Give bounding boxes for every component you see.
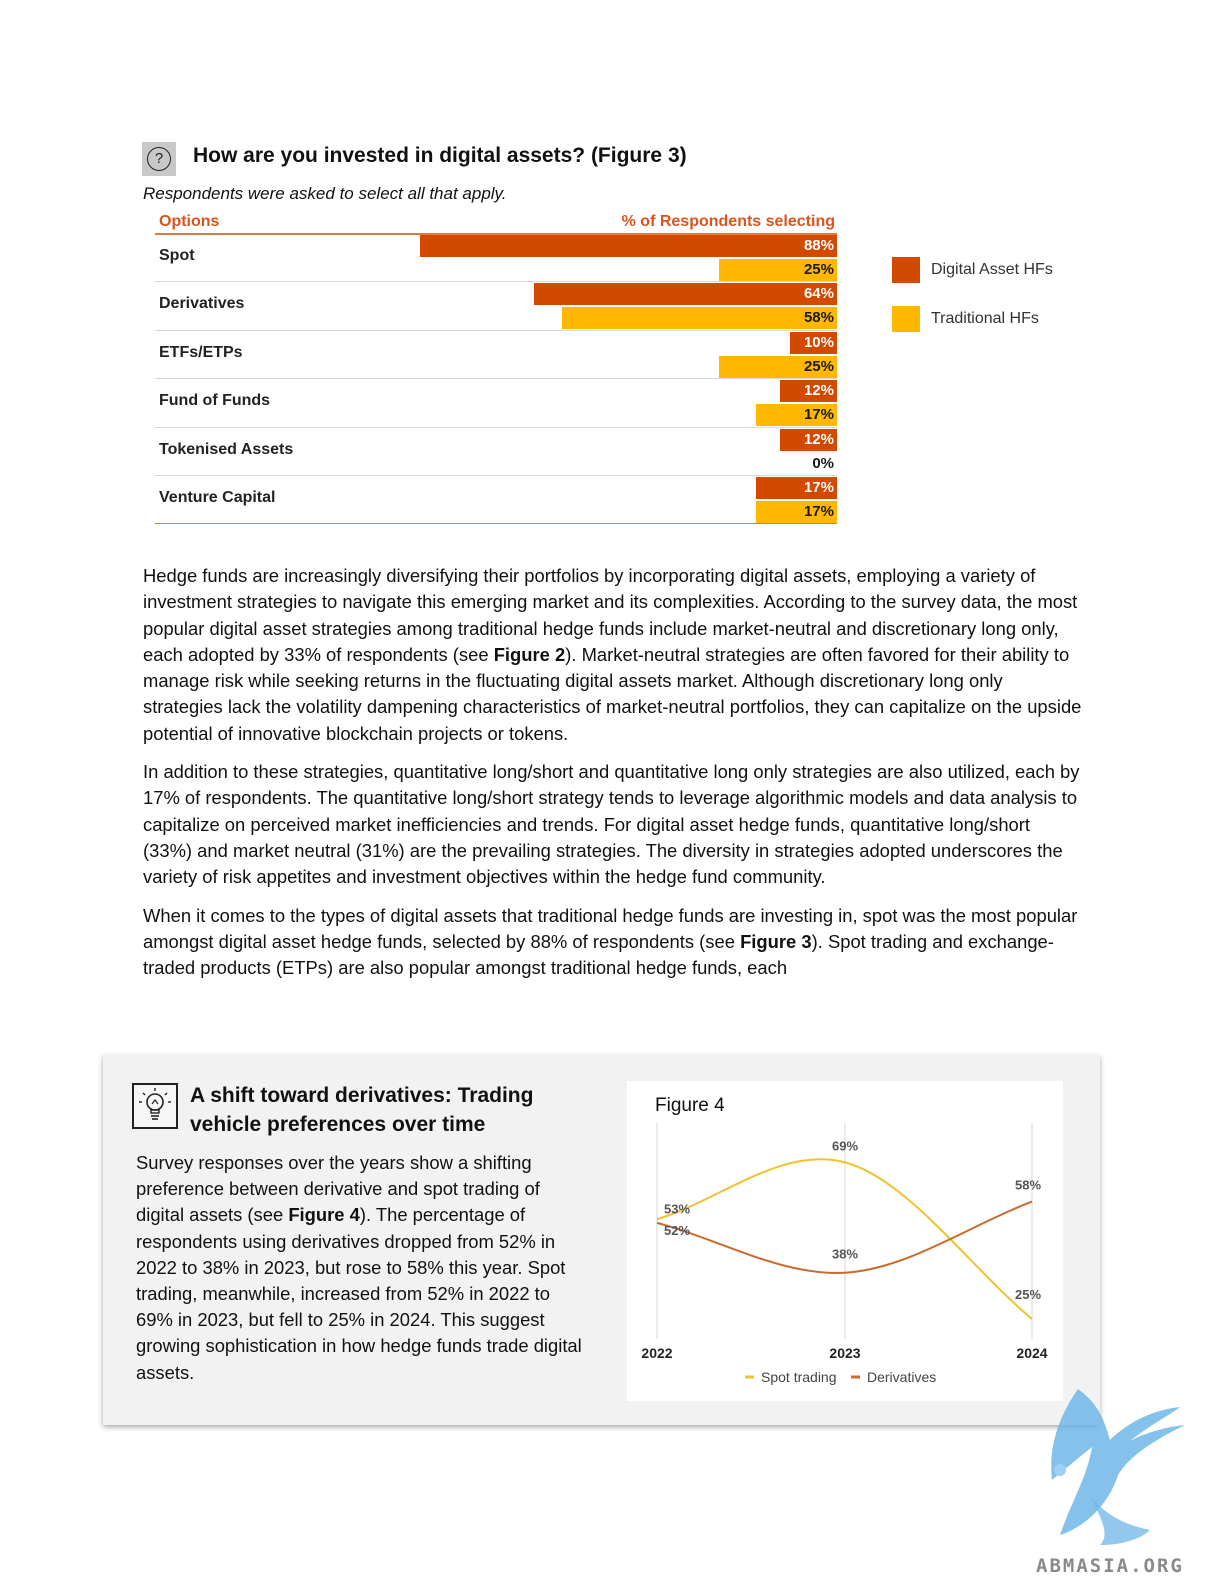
figure3-bar-chart: Options % of Respondents selecting Spot 8…	[155, 210, 837, 526]
x-tick-label: 2022	[641, 1345, 672, 1361]
row-label: ETFs/ETPs	[159, 343, 243, 361]
bar-traditional	[562, 307, 837, 330]
percent-column-header: % of Respondents selecting	[621, 213, 835, 230]
bar-value-label: 58%	[803, 309, 834, 327]
row-separator	[155, 329, 837, 331]
callout-title: A shift toward derivatives: Trading vehi…	[190, 1084, 534, 1136]
bar-traditional	[718, 259, 837, 281]
bar-digital	[789, 331, 837, 354]
watermark-text: ABMASIA.ORG	[1036, 1555, 1184, 1577]
bar-digital	[533, 283, 837, 306]
figure4-title: Figure 4	[655, 1095, 725, 1116]
row-separator	[155, 523, 837, 525]
paragraph-1-text-b: ). Market-neutral strategies are often f…	[143, 643, 1082, 744]
paragraph-1: Hedge funds are increasingly diversifyin…	[143, 563, 1083, 747]
row-separator	[155, 378, 837, 380]
legend-label-digital: Digital Asset HFs	[931, 261, 1053, 278]
callout-text-b: ). The percentage of respondents using d…	[136, 1204, 582, 1383]
bar-digital	[756, 477, 837, 499]
row-separator	[155, 475, 837, 476]
legend-label-spot: Spot trading	[761, 1369, 837, 1385]
figure3-reference: Figure 3	[740, 930, 812, 952]
figure3-title: How are you invested in digital assets? …	[193, 144, 687, 167]
legend-label-derivatives: Derivatives	[867, 1369, 936, 1385]
series-line-derivatives	[656, 1200, 1033, 1274]
row-label: Tokenised Assets	[159, 440, 294, 458]
bar-value-label: 12%	[803, 382, 834, 400]
bar-value-label: 10%	[803, 333, 834, 351]
data-label: 25%	[1015, 1287, 1041, 1302]
x-tick-label: 2024	[1016, 1345, 1047, 1361]
row-label: Derivatives	[159, 295, 245, 313]
header-rule	[155, 233, 837, 235]
bar-value-label: 17%	[803, 406, 834, 424]
legend-swatch-traditional	[892, 306, 920, 332]
bar-value-label: 88%	[803, 237, 834, 254]
paragraph-2: In addition to these strategies, quantit…	[143, 761, 1080, 888]
figure4-panel: 53% 69% 25% 52% 38% 58% 2022 2023 2024 Spot tradi…	[627, 1081, 1063, 1401]
bar-traditional	[756, 404, 837, 427]
data-label: 69%	[832, 1138, 858, 1153]
callout-box: A shift toward derivatives: Trading vehi…	[103, 1055, 1100, 1425]
data-label: 38%	[832, 1247, 858, 1262]
bar-traditional	[756, 501, 837, 523]
bar-value-label: 0%	[812, 454, 834, 472]
row-label: Fund of Funds	[159, 392, 271, 410]
figure3-note: Respondents were asked to select all tha…	[143, 184, 507, 203]
x-tick-label: 2023	[829, 1345, 860, 1361]
bar-value-label: 25%	[803, 357, 834, 375]
options-column-header: Options	[159, 213, 220, 230]
callout-text: Survey responses over the years show a s…	[136, 1150, 586, 1386]
data-label: 52%	[664, 1223, 690, 1238]
paragraph-3: When it comes to the types of digital as…	[143, 903, 1083, 982]
figure2-reference: Figure 2	[493, 643, 566, 665]
griffin-logo-icon	[1051, 1389, 1185, 1545]
row-separator	[155, 426, 837, 428]
paragraph-3-text-b: ). Spot trading and exchange-traded prod…	[143, 930, 1054, 979]
paragraph-1-text-a: Hedge funds are increasingly diversifyin…	[143, 565, 1078, 665]
row-label: Spot	[159, 247, 195, 264]
paragraph-3-text-a: When it comes to the types of digital as…	[143, 904, 1078, 952]
lightbulb-icon	[132, 1083, 178, 1129]
figure4-line-chart: 53% 69% 25% 52% 38% 58% 2022 2023 2024 Spot tradi…	[641, 1123, 1048, 1385]
bar-traditional	[718, 355, 837, 378]
bar-digital	[780, 380, 837, 403]
legend-swatch-digital	[892, 257, 920, 283]
question-icon: ?	[142, 142, 176, 176]
legend-label-traditional: Traditional HFs	[931, 310, 1039, 327]
bar-value-label: 64%	[803, 285, 834, 303]
series-line-spot	[656, 1158, 1033, 1320]
data-label: 53%	[664, 1201, 690, 1216]
body-text: Hedge funds are increasingly diversifyin…	[143, 563, 1083, 993]
bar-digital	[419, 235, 837, 257]
figure3-header: ? How are you invested in digital assets…	[142, 142, 1042, 176]
figure4-reference: Figure 4	[288, 1204, 360, 1226]
row-label: Venture Capital	[159, 489, 276, 506]
bar-value-label: 17%	[803, 479, 834, 496]
bar-value-label: 17%	[803, 503, 834, 520]
bar-value-label: 12%	[803, 430, 834, 448]
bar-digital	[780, 428, 837, 451]
bar-value-label: 25%	[803, 261, 834, 278]
row-separator	[155, 281, 837, 283]
callout-text-a: Survey responses over the years show a s…	[136, 1152, 540, 1226]
data-label: 58%	[1015, 1178, 1041, 1193]
watermark: ABMASIA.ORG	[1030, 1385, 1220, 1577]
